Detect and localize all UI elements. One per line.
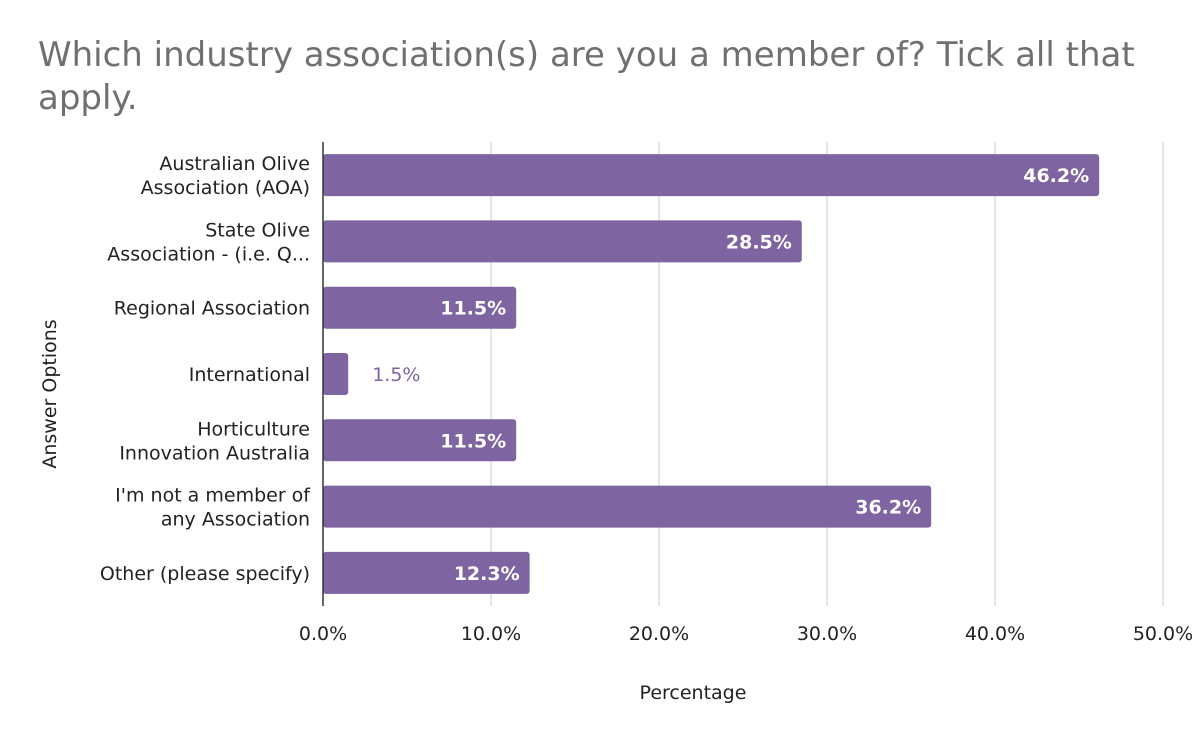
bar <box>323 353 349 395</box>
bar <box>323 286 517 329</box>
gridlines <box>490 142 1164 606</box>
category-label: Regional Association <box>114 298 310 320</box>
x-tick-label: 0.0% <box>299 623 347 645</box>
category-label: International <box>189 364 310 386</box>
data-label: 11.5% <box>440 298 506 320</box>
bar <box>323 419 517 462</box>
x-axis-title: Percentage <box>640 682 747 704</box>
category-label: I'm not a member of any Association <box>115 485 311 531</box>
x-tick-label: 40.0% <box>965 623 1025 645</box>
y-axis-title: Answer Options <box>39 319 61 468</box>
x-tick-label: 50.0% <box>1133 623 1193 645</box>
data-label: 36.2% <box>855 497 921 519</box>
data-label: 11.5% <box>440 430 506 452</box>
bar <box>323 220 802 263</box>
category-label: Other (please specify) <box>100 563 310 585</box>
data-label: 28.5% <box>726 231 792 253</box>
data-label: 12.3% <box>454 563 520 585</box>
x-tick-label: 30.0% <box>797 623 857 645</box>
bar <box>323 551 530 594</box>
bar <box>323 485 932 528</box>
chart-title: Which industry association(s) are you a … <box>38 35 1135 118</box>
category-label: Horticulture Innovation Australia <box>119 418 310 464</box>
x-tick-label: 10.0% <box>461 623 521 645</box>
x-tick-labels: 0.0% 10.0% 20.0% 30.0% 40.0% 50.0% <box>299 623 1193 645</box>
data-label: 1.5% <box>372 364 420 386</box>
bar <box>323 154 1100 197</box>
category-labels: Australian Olive Association (AOA) State O… <box>100 153 311 585</box>
data-label: 46.2% <box>1023 165 1089 187</box>
x-tick-label: 20.0% <box>629 623 689 645</box>
category-label: State Olive Association - (i.e. Q... <box>107 219 310 265</box>
category-label: Australian Olive Association (AOA) <box>141 153 310 199</box>
bars: 46.2% 28.5% 11.5% 1.5% 11.5% 36.2% 12.3% <box>323 154 1100 594</box>
